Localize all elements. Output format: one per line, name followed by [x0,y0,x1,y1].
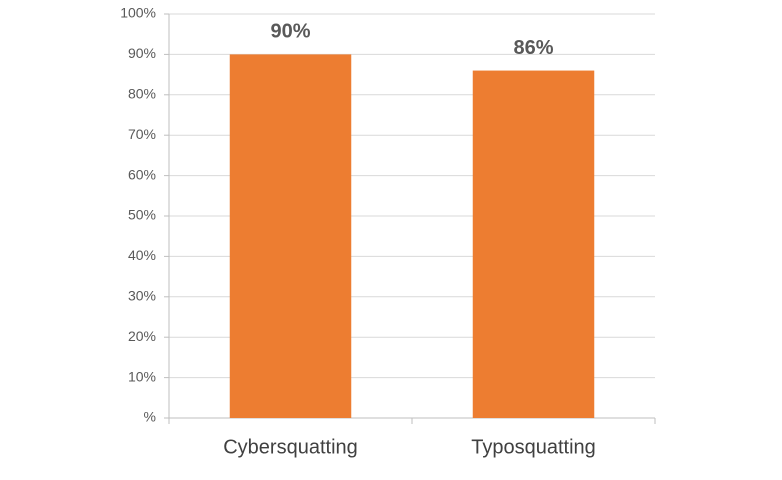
y-tick-label: 40% [128,247,156,263]
x-tick-label: Cybersquatting [223,436,358,458]
value-label: 86% [513,37,553,59]
y-tick-label: % [144,409,156,425]
y-tick-label: 90% [128,45,156,61]
value-label: 90% [270,21,310,43]
x-tick-label: Typosquatting [471,436,596,458]
bar [229,54,352,419]
y-tick-label: 80% [128,86,156,102]
y-tick-label: 50% [128,207,156,223]
y-tick-label: 30% [128,288,156,304]
y-tick-label: 70% [128,126,156,142]
y-tick-label: 20% [128,328,156,344]
y-tick-label: 100% [120,5,156,21]
bar [472,70,595,418]
y-tick-label: 10% [128,368,156,384]
y-tick-label: 60% [128,166,156,182]
